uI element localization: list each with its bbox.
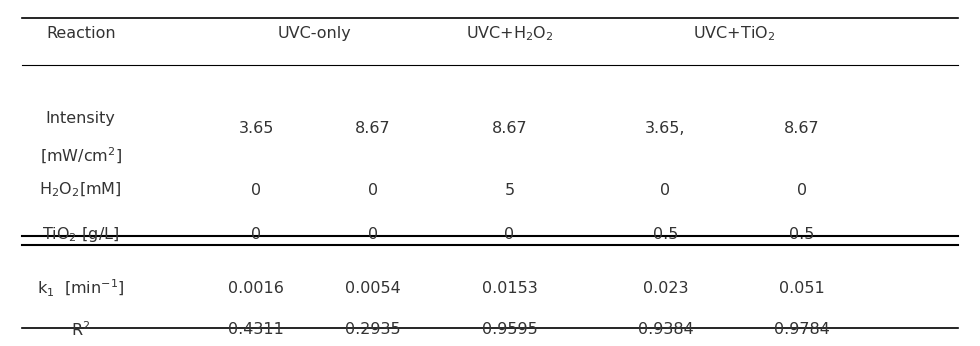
Text: 0: 0: [661, 183, 670, 198]
Text: 0.0054: 0.0054: [345, 281, 401, 296]
Text: 0: 0: [368, 227, 378, 242]
Text: R$^2$: R$^2$: [72, 320, 90, 339]
Text: H$_2$O$_2$[mM]: H$_2$O$_2$[mM]: [39, 181, 122, 199]
Text: 0.023: 0.023: [643, 281, 688, 296]
Text: 8.67: 8.67: [492, 121, 527, 136]
Text: 8.67: 8.67: [784, 121, 819, 136]
Text: 8.67: 8.67: [356, 121, 391, 136]
Text: UVC+TiO$_2$: UVC+TiO$_2$: [693, 24, 775, 43]
Text: 0: 0: [505, 227, 514, 242]
Text: Reaction: Reaction: [46, 26, 116, 41]
Text: 0.5: 0.5: [653, 227, 678, 242]
Text: 0: 0: [251, 183, 262, 198]
Text: 0.9595: 0.9595: [481, 322, 537, 337]
Text: 5: 5: [505, 183, 514, 198]
Text: 0: 0: [251, 227, 262, 242]
Text: 0.2935: 0.2935: [345, 322, 401, 337]
Text: 3.65,: 3.65,: [645, 121, 686, 136]
Text: 0: 0: [797, 183, 807, 198]
Text: TiO$_2$ [g/L]: TiO$_2$ [g/L]: [42, 225, 120, 244]
Text: 0.051: 0.051: [779, 281, 825, 296]
Text: Intensity: Intensity: [46, 111, 116, 126]
Text: 0: 0: [368, 183, 378, 198]
Text: [mW/cm$^2$]: [mW/cm$^2$]: [40, 146, 122, 166]
Text: 0.9384: 0.9384: [638, 322, 693, 337]
Text: 0.0153: 0.0153: [481, 281, 537, 296]
Text: UVC-only: UVC-only: [277, 26, 352, 41]
Text: 0.5: 0.5: [789, 227, 814, 242]
Text: UVC+H$_2$O$_2$: UVC+H$_2$O$_2$: [466, 24, 554, 43]
Text: 0.9784: 0.9784: [774, 322, 830, 337]
Text: 0.0016: 0.0016: [228, 281, 284, 296]
Text: k$_1$  [min$^{-1}$]: k$_1$ [min$^{-1}$]: [37, 278, 124, 299]
Text: 3.65: 3.65: [238, 121, 273, 136]
Text: 0.4311: 0.4311: [228, 322, 284, 337]
